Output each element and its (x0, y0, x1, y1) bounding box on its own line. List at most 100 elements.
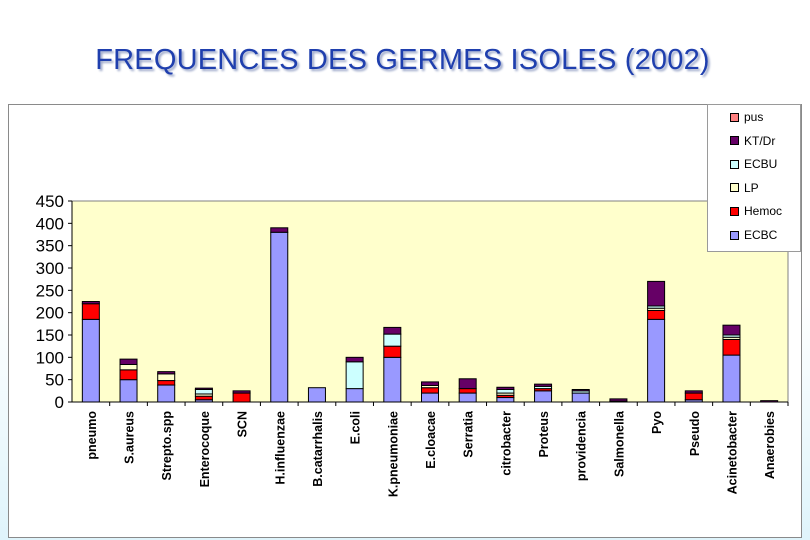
slide-title: FREQUENCES DES GERMES ISOLES (2002) (95, 44, 710, 76)
bar-segment-ecbc (81, 318, 100, 403)
bar-segment-hemoc (119, 369, 138, 381)
bar-segment-ktdr (534, 383, 553, 387)
y-tick-label: 100 (36, 348, 64, 367)
x-tick-label: Serratia (462, 410, 476, 458)
y-tick-label: 300 (36, 259, 64, 278)
x-tick-label: citrobacter (499, 411, 513, 476)
bar-segment-lp (119, 363, 138, 371)
bar-segment-ktdr (157, 371, 176, 375)
bar-segment-ecbc (496, 397, 515, 403)
bar-segment-ecbc (270, 231, 289, 403)
stacked-bar-chart: 0 50 100 150 200 250 300 350 400 450 pneumo S.aure… (36, 192, 789, 497)
plot-background (71, 200, 789, 403)
x-tick-label: Salmonella (612, 410, 626, 477)
bar-segment-hemoc (722, 338, 741, 356)
bar-segment-ktdr (119, 358, 138, 365)
legend-swatch (730, 183, 739, 193)
x-tick-label: Pyo (650, 411, 664, 434)
legend-label: ECBC (744, 228, 778, 242)
y-tick-label: 150 (36, 326, 64, 345)
x-tick-label: S.aureus (123, 411, 137, 464)
bar-segment-ktdr (383, 326, 402, 335)
bar-segment-ecbc (571, 392, 590, 403)
bar-segment-ecbc (345, 388, 364, 403)
bar-segment-ktdr (458, 378, 477, 390)
y-tick-label: 200 (36, 304, 64, 323)
x-tick-label: Strepto.spp (160, 411, 174, 481)
bar-segment-ktdr (722, 324, 741, 336)
bar-segment-hemoc (81, 303, 100, 320)
x-tick-label: Enterocoque (198, 411, 212, 487)
bar-segment-ecbc (383, 356, 402, 403)
bar-segment-ecbc (119, 379, 138, 403)
bar-segment-hemoc (157, 380, 176, 386)
x-axis: pneumo S.aureus Strepto.spp Enterocoque SCN H… (72, 401, 789, 497)
y-tick-label: 50 (45, 371, 64, 390)
y-tick-label: 250 (36, 281, 64, 300)
legend-item-ecbu: ECBU (730, 156, 777, 172)
bar-segment-ecbc (458, 392, 477, 403)
bar-segment-ktdr (571, 388, 590, 392)
bar-segment-ktdr (232, 390, 251, 394)
x-tick-label: K.pneumoniae (386, 411, 400, 497)
bar-segment-ecbc (157, 384, 176, 403)
plot-area (71, 200, 789, 403)
x-tick-label: providencia (575, 410, 589, 481)
legend-item-hemoc: Hemoc (730, 203, 782, 219)
bar-segment-ktdr (684, 390, 703, 394)
bars (81, 227, 779, 403)
bar-segment-ecbc (421, 392, 439, 403)
bar-segment-ktdr (270, 227, 289, 233)
bar-segment-hemoc (194, 395, 213, 401)
legend-label: KT/Dr (744, 133, 776, 148)
bar-segment-lp (157, 373, 176, 382)
legend-swatch (730, 206, 739, 216)
legend-label: pus (744, 110, 764, 124)
x-tick-label: Pseudo (688, 411, 702, 457)
bar-segment-ktdr (609, 398, 628, 402)
x-tick-label: Anaerobies (763, 411, 777, 479)
legend-item-ktdr: KT/Dr (730, 133, 775, 149)
x-tick-label: SCN (236, 411, 250, 437)
bar-segment-ecbc (534, 390, 553, 403)
legend-swatch (730, 136, 739, 146)
x-tick-label: B.catarrhalis (311, 411, 325, 487)
x-tick-label: E.cloacae (424, 411, 438, 469)
x-tick-label: pneumo (85, 411, 99, 460)
y-tick-label: 400 (36, 214, 64, 233)
bar-segment-ktdr (194, 387, 213, 390)
bar-segment-hemoc (458, 388, 477, 394)
legend-item-lp: LP (730, 180, 759, 196)
x-tick-label: E.coli (349, 411, 363, 444)
bar-segment-hemoc (684, 392, 703, 401)
y-tick-label: 0 (55, 393, 64, 412)
legend-swatch (730, 159, 739, 169)
legend-label: ECBU (744, 157, 778, 172)
bar-segment-hemoc (383, 345, 402, 358)
bar-segment-hemoc (421, 387, 439, 394)
bar-segment-ktdr (81, 301, 100, 305)
bar-segment-hemoc (232, 392, 251, 403)
legend-label: Hemoc (744, 204, 783, 219)
y-tick-label: 350 (36, 237, 64, 256)
bar-segment-ktdr (496, 386, 515, 390)
bar-segment-ecbu (496, 388, 515, 394)
bar-segment-hemoc (647, 309, 666, 320)
bar-segment-ktdr (345, 356, 364, 363)
legend-item-pus: pus (730, 109, 763, 125)
x-tick-label: Acinetobacter (725, 411, 739, 494)
x-tick-label: Proteus (537, 411, 551, 458)
bar-segment-ecbu (345, 361, 364, 390)
y-tick-label: 450 (36, 192, 64, 211)
legend-item-ecbc: ECBC (730, 227, 777, 243)
bar-segment-ecbc (307, 387, 326, 403)
y-axis: 0 50 100 150 200 250 300 350 400 450 (36, 192, 73, 412)
bar-segment-ecbc (722, 354, 741, 403)
legend-swatch (730, 230, 739, 240)
bar-segment-ecbu (383, 333, 402, 347)
bar-segment-ktdr (421, 381, 439, 386)
x-tick-label: H.influenzae (273, 411, 287, 485)
bar-segment-ktdr (647, 280, 666, 307)
bar-segment-ecbu (194, 388, 213, 395)
legend-swatch (730, 112, 739, 122)
